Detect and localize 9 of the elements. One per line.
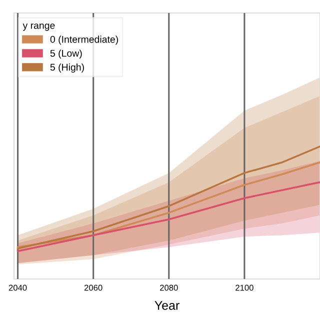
legend-label: 0 (Intermediate) [50,36,118,45]
x-tick-label: 2060 [84,284,102,291]
legend-label: 5 (Low) [50,50,82,59]
x-tick-label: 2080 [160,284,178,291]
x-tick-label: 2040 [8,284,27,291]
legend-title: y range [22,24,55,31]
x-axis-title: Year [154,301,180,310]
legend-label: 5 (High) [50,64,84,73]
x-tick-label: 2100 [236,284,254,291]
